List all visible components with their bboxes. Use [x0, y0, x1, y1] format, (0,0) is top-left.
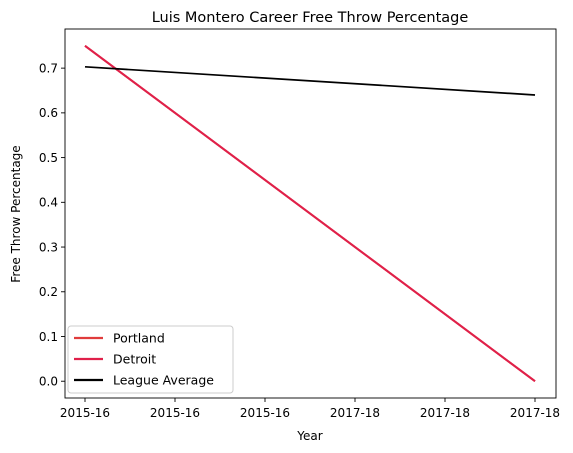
legend-box [67, 325, 234, 394]
plot-frame [64, 28, 557, 399]
x-tick-label: 2017-18 [420, 406, 470, 420]
x-tick-label: 2015-16 [150, 406, 200, 420]
x-tick-label: 2017-18 [330, 406, 380, 420]
series-line-1 [84, 44, 536, 383]
y-axis: 0.0 0.1 0.2 0.3 0.4 0.5 0.6 0.7 [39, 61, 65, 389]
legend: Portland Detroit League Average [67, 325, 234, 394]
legend-entry-label: Portland [113, 331, 165, 346]
y-tick-label: 0.7 [39, 61, 58, 75]
series-lines [84, 44, 536, 383]
legend-entry-label: League Average [113, 373, 214, 388]
x-tick-label: 2015-16 [60, 406, 110, 420]
legend-entry-label: Detroit [113, 352, 156, 367]
x-tick-label: 2017-18 [510, 406, 560, 420]
series-line-2 [84, 65, 536, 96]
y-axis-label: Free Throw Percentage [9, 145, 23, 282]
y-tick-label: 0.6 [39, 106, 58, 120]
x-tick-label: 2015-16 [240, 406, 290, 420]
x-axis: 2015-16 2015-16 2015-16 2017-18 2017-18 2017-… [60, 398, 560, 420]
y-tick-label: 0.2 [39, 285, 58, 299]
y-tick-label: 0.0 [39, 375, 58, 389]
x-axis-label: Year [296, 429, 322, 443]
y-tick-label: 0.5 [39, 151, 58, 165]
y-tick-label: 0.4 [39, 196, 58, 210]
y-tick-label: 0.3 [39, 240, 58, 254]
y-tick-label: 0.1 [39, 330, 58, 344]
chart-title: Luis Montero Career Free Throw Percentag… [152, 10, 469, 26]
